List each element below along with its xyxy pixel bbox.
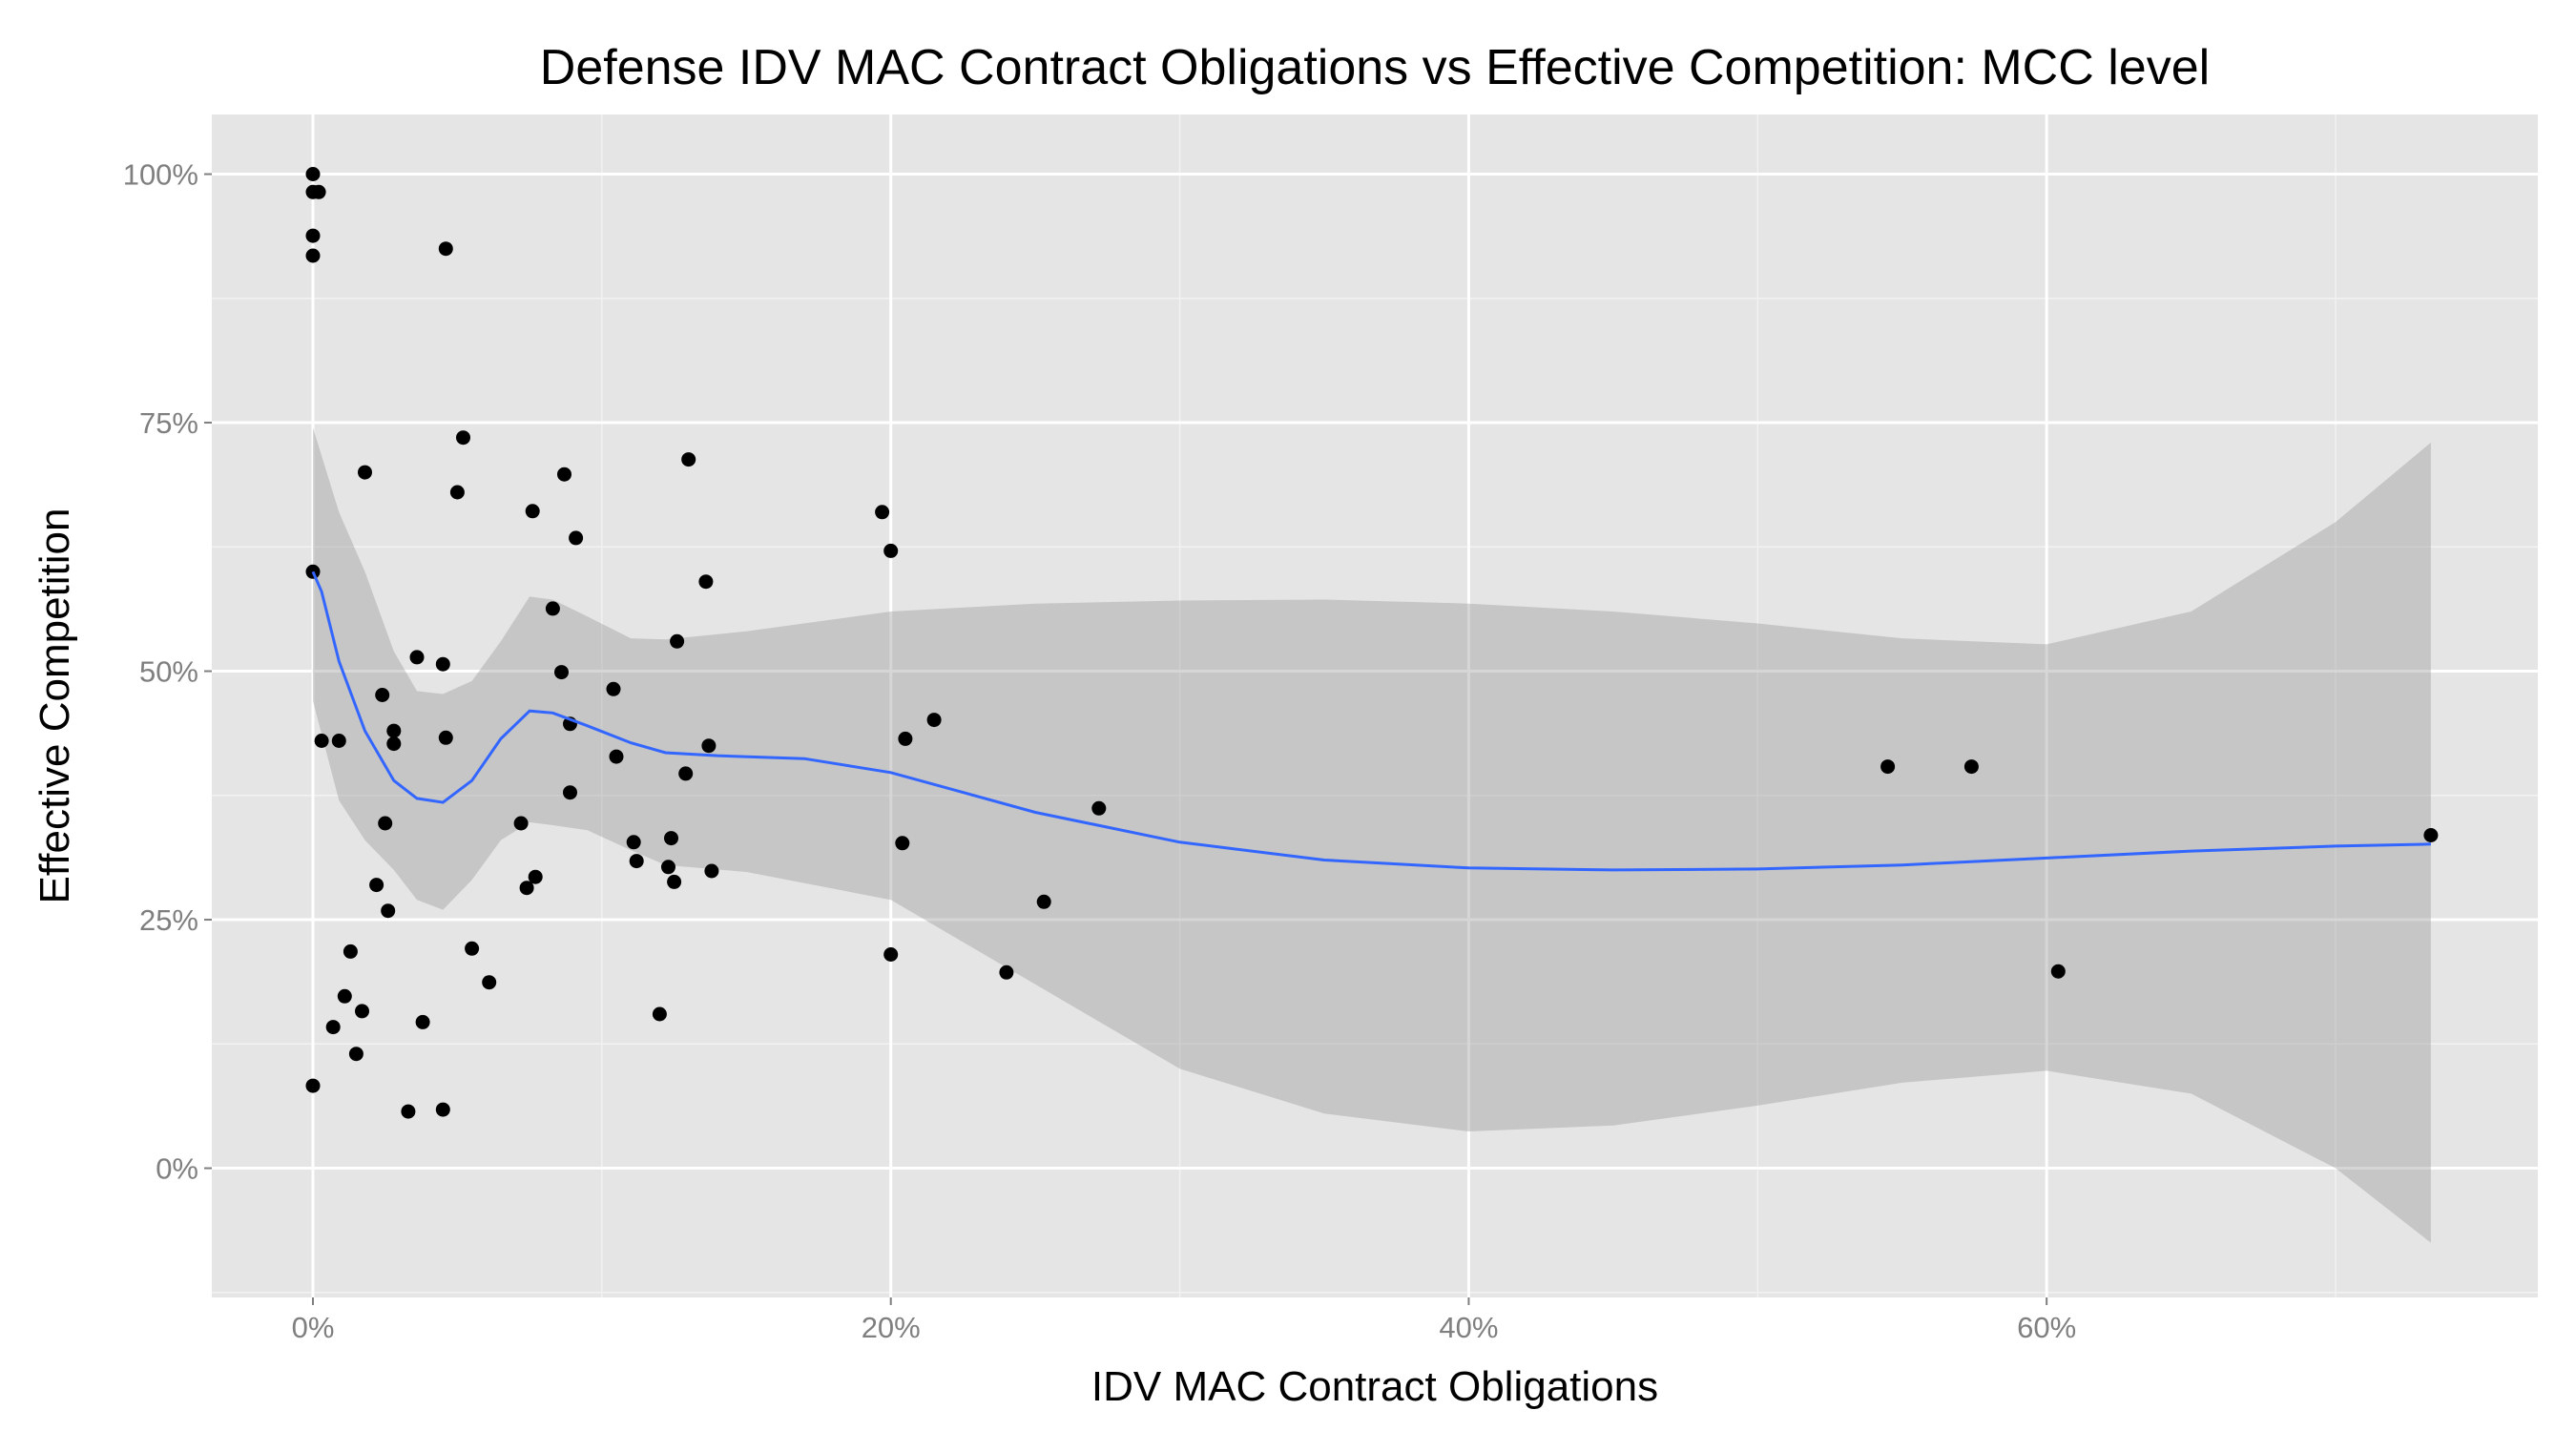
data-point [348,1047,364,1062]
data-point [375,688,390,702]
major-grid-lines [212,114,2538,1297]
data-point [554,665,569,680]
data-point [629,854,644,869]
data-point [609,749,624,764]
x-tick-label: 60% [2017,1311,2076,1344]
data-point [381,903,396,919]
x-tick-label: 0% [292,1311,335,1344]
data-point [698,574,714,590]
data-point [557,467,571,482]
x-axis-title: IDV MAC Contract Obligations [1091,1363,1658,1410]
data-point [664,831,678,846]
data-point [409,650,425,665]
data-point [519,881,534,896]
data-point [358,465,372,480]
data-point [325,1020,341,1035]
data-point [667,874,682,889]
data-point [305,1078,321,1093]
data-point [355,1004,369,1019]
data-point [704,863,719,879]
data-point [678,766,694,781]
data-point [465,941,480,956]
data-point [337,988,352,1004]
y-axis-title: Effective Competition [31,508,78,904]
data-point [2050,964,2066,979]
minor-grid-lines [212,114,2538,1297]
y-tick-label: 100% [123,158,198,192]
data-point [305,248,321,263]
data-point [438,730,453,745]
data-point [606,681,621,696]
data-point [369,878,384,893]
x-axis-ticks: 0% 20% 40% 60% [292,1297,2076,1344]
data-point [563,785,577,800]
y-tick-label: 50% [139,655,198,689]
y-tick-label: 75% [139,406,198,440]
data-point [401,1104,416,1119]
data-point [378,816,393,831]
data-point [305,167,321,181]
data-point [1091,800,1107,816]
data-point [883,543,899,558]
data-point [652,1006,667,1022]
smooth-line [311,570,2431,872]
data-point [314,734,329,748]
data-point [435,1102,450,1117]
data-point [1036,894,1051,909]
data-point [875,505,890,520]
plot-panel [212,114,2538,1297]
data-point [435,656,450,672]
y-tick-label: 0% [156,1152,198,1186]
data-point [569,530,584,546]
data-point [513,816,529,831]
data-point [386,723,402,738]
confidence-band [313,427,2431,1243]
data-point [305,228,321,243]
data-point [670,633,685,649]
x-tick-label: 20% [862,1311,921,1344]
data-point [701,738,717,754]
data-point [415,1014,430,1029]
data-points [305,167,2439,1119]
data-point [1880,759,1896,775]
data-point [331,734,346,748]
data-point [681,452,696,467]
data-point [545,601,560,616]
x-tick-label: 40% [1439,1311,1498,1344]
data-point [2423,828,2439,842]
data-point [661,860,675,875]
data-point [883,947,899,962]
y-axis-ticks: 0% 25% 50% 75% 100% [123,158,212,1186]
chart-title: Defense IDV MAC Contract Obligations vs … [540,40,2210,95]
data-point [926,713,942,728]
data-point [1963,759,1979,775]
data-point [456,430,470,446]
data-point [525,504,540,519]
data-point [626,835,641,850]
data-point [895,836,910,851]
data-point [898,731,913,746]
y-tick-label: 25% [139,903,198,937]
data-point [438,241,453,257]
data-point [386,736,402,752]
data-point [311,184,326,199]
data-point [343,944,358,959]
data-point [482,975,497,990]
data-point [999,964,1014,980]
data-point [449,485,465,500]
data-point [528,869,543,884]
